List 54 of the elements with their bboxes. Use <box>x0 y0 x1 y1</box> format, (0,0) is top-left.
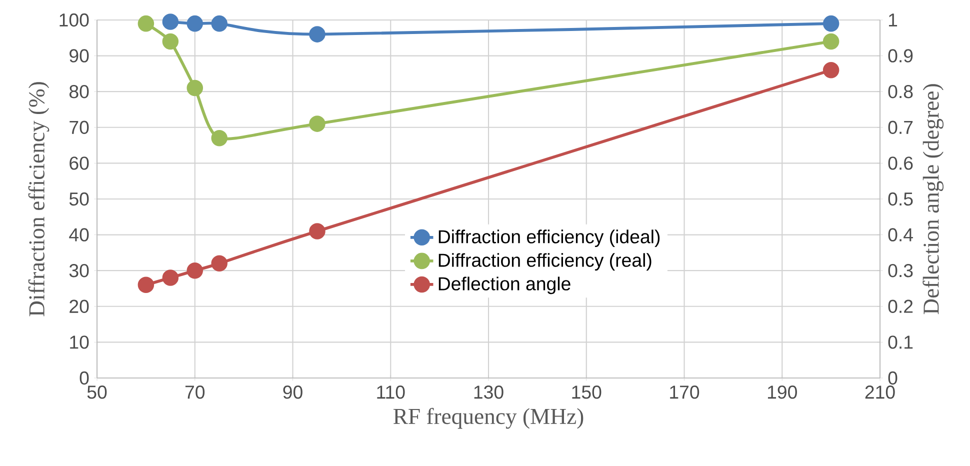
point <box>211 255 228 272</box>
y-tick-label: 30 <box>69 264 89 278</box>
y-tick-label: 50 <box>69 192 89 206</box>
point <box>822 15 840 32</box>
x-tick-label: 70 <box>185 386 205 399</box>
point <box>309 223 326 240</box>
y2-tick-label: 0.1 <box>888 336 913 349</box>
y-tick-label: 100 <box>60 13 89 27</box>
y-tick-label: 0 <box>80 371 89 385</box>
y-tick-label: 20 <box>70 300 89 313</box>
x-tick-label: 190 <box>768 386 797 399</box>
point <box>309 26 326 42</box>
y-tick-label: 70 <box>70 120 89 134</box>
y2-tick-label: 0.7 <box>888 120 913 134</box>
x-tick-label: 50 <box>87 386 107 399</box>
point <box>211 15 228 32</box>
y2-tick-label: 0.5 <box>888 192 913 206</box>
legend-label: Diffraction efficiency (ideal) <box>438 230 660 248</box>
x-tick-label: 170 <box>670 386 700 399</box>
y2-tick-label: 0.2 <box>888 300 913 313</box>
point <box>162 33 179 50</box>
y2-tick-label: 0.4 <box>888 228 913 242</box>
y2-tick-label: 1 <box>888 14 898 26</box>
point <box>186 80 204 96</box>
y-tick-label: 80 <box>70 84 89 98</box>
point <box>162 14 179 30</box>
y2-axis-title: Deflection angle (degree) <box>922 84 944 314</box>
point <box>138 15 154 32</box>
point <box>186 15 204 32</box>
y2-tick-label: 0.8 <box>888 84 913 98</box>
y-tick-label: 40 <box>69 228 89 242</box>
point <box>138 276 154 294</box>
point <box>162 270 179 286</box>
y-tick-label: 60 <box>70 156 89 170</box>
x-tick-label: 130 <box>474 386 504 399</box>
y2-tick-label: 0.6 <box>888 156 913 170</box>
point <box>822 33 840 50</box>
y-tick-label: 10 <box>70 336 89 349</box>
x-tick-label: 110 <box>377 386 405 399</box>
y-tick-label: 90 <box>70 49 89 62</box>
legend-label: Diffraction efficiency (real) <box>438 253 652 271</box>
point <box>822 62 840 78</box>
point <box>186 262 204 279</box>
y2-tick-label: 0 <box>888 371 898 385</box>
legend-label: Deflection angle <box>438 276 570 294</box>
y-axis-title: Diffraction efficiency (%) <box>28 82 50 316</box>
x-tick-label: 150 <box>572 386 602 399</box>
x-tick-label: 210 <box>865 386 895 399</box>
point <box>309 116 326 132</box>
y2-tick-label: 0.3 <box>888 264 913 278</box>
x-axis-title: RF frequency (MHz) <box>393 408 584 429</box>
point <box>211 130 228 146</box>
y2-tick-label: 0.9 <box>888 49 913 62</box>
x-tick-label: 90 <box>283 386 302 399</box>
